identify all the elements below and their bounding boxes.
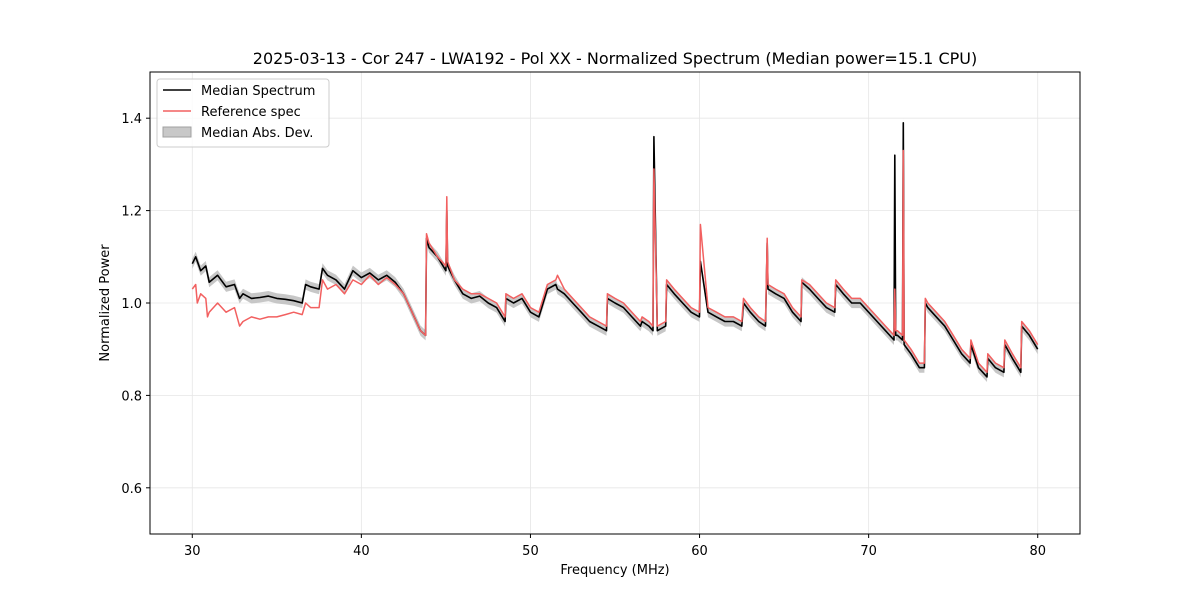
- plot-area: [191, 117, 1039, 382]
- legend-box: [156, 78, 330, 148]
- x-tick-label: 30: [184, 544, 201, 559]
- x-tick-label: 80: [1029, 544, 1046, 559]
- legend: Median Spectrum Reference spec Median Ab…: [156, 78, 330, 148]
- y-tick-label: 1.2: [121, 205, 142, 220]
- x-tick-label: 60: [691, 544, 708, 559]
- y-axis-ticks: 0.6 0.8 1.0 1.2 1.4: [121, 112, 150, 497]
- legend-label-reference: Reference spec: [201, 105, 301, 120]
- legend-swatch-mad: [162, 126, 192, 138]
- x-axis-ticks: 30 40 50 60 70 80: [184, 534, 1046, 559]
- chart-title: 2025-03-13 - Cor 247 - LWA192 - Pol XX -…: [253, 49, 977, 68]
- x-tick-label: 40: [353, 544, 370, 559]
- legend-label-median: Median Spectrum: [201, 84, 315, 99]
- y-tick-label: 1.4: [121, 112, 142, 127]
- y-tick-label: 1.0: [121, 297, 142, 312]
- y-tick-label: 0.6: [121, 482, 142, 497]
- x-tick-label: 70: [860, 544, 877, 559]
- x-tick-label: 50: [522, 544, 539, 559]
- x-axis-label: Frequency (MHz): [560, 563, 669, 578]
- y-axis-label: Normalized Power: [98, 244, 113, 362]
- reference-spec-line: [191, 149, 1039, 374]
- y-tick-label: 0.8: [121, 389, 142, 404]
- legend-label-mad: Median Abs. Dev.: [201, 126, 313, 141]
